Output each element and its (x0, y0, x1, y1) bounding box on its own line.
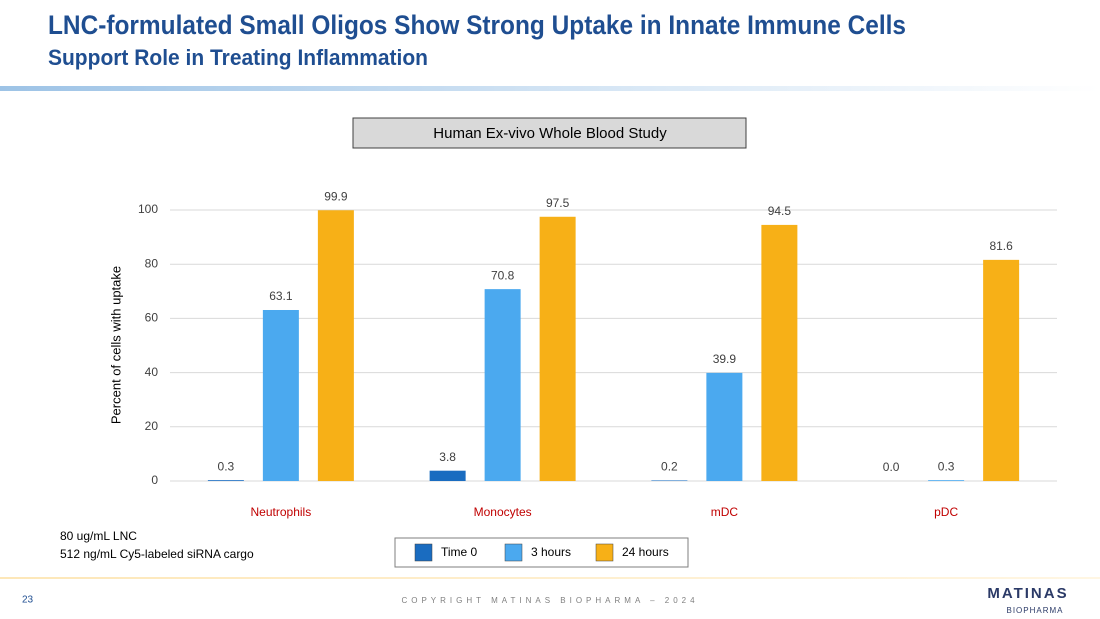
page-number: 23 (22, 595, 34, 606)
value-label: 39.9 (713, 352, 737, 366)
study-box (352, 117, 747, 149)
x-tick-label: Monocytes (474, 505, 532, 519)
x-tick-label: Neutrophils (251, 505, 312, 519)
slide-subtitle: Support Role in Treating Inflammation (48, 45, 428, 70)
legend-label: Time 0 (441, 545, 478, 559)
note: 512 ng/mL Cy5-labeled siRNA cargo (60, 547, 254, 561)
value-label: 94.5 (768, 204, 792, 218)
bar (928, 480, 965, 481)
legend-swatch (595, 543, 614, 562)
bar (317, 210, 354, 481)
value-label: 81.6 (989, 239, 1013, 253)
bar (484, 289, 521, 481)
y-tick-label: 80 (145, 256, 159, 270)
y-tick-label: 20 (145, 419, 159, 433)
y-tick-label: 40 (145, 365, 159, 379)
legend-box (394, 537, 689, 568)
y-axis-label: Percent of cells with uptake (108, 266, 123, 424)
study-box-label: Human Ex-vivo Whole Blood Study (433, 125, 667, 142)
value-label: 97.5 (546, 196, 570, 210)
y-tick-label: 0 (151, 473, 158, 487)
bar (539, 216, 576, 481)
value-label: 99.9 (324, 189, 348, 203)
value-label: 70.8 (491, 268, 515, 282)
x-tick-label: pDC (934, 505, 958, 519)
logo: MATINAS (987, 585, 1068, 602)
value-label: 0.0 (883, 460, 900, 474)
value-label: 0.3 (218, 459, 235, 473)
bar (429, 470, 466, 481)
bar (651, 480, 688, 481)
bar (761, 224, 798, 481)
value-label: 3.8 (439, 450, 456, 464)
note: 80 ug/mL LNC (60, 529, 137, 543)
bar (983, 259, 1020, 481)
footer-rule (0, 577, 1100, 579)
bar (207, 480, 244, 481)
y-tick-label: 100 (138, 202, 158, 216)
legend-swatch (504, 543, 523, 562)
legend-label: 3 hours (531, 545, 571, 559)
x-tick-label: mDC (711, 505, 739, 519)
header-rule (0, 86, 1100, 91)
bar (706, 372, 743, 481)
slide-title: LNC-formulated Small Oligos Show Strong … (48, 10, 906, 40)
value-label: 63.1 (269, 289, 293, 303)
bar (262, 309, 299, 481)
y-tick-label: 60 (145, 311, 159, 325)
legend-label: 24 hours (622, 545, 669, 559)
value-label: 0.2 (661, 460, 678, 474)
footer: COPYRIGHT MATINAS BIOPHARMA – 2024 (401, 596, 698, 605)
legend-swatch (414, 543, 433, 562)
value-label: 0.3 (938, 459, 955, 473)
logo-tagline: BIOPHARMA (1006, 606, 1063, 615)
